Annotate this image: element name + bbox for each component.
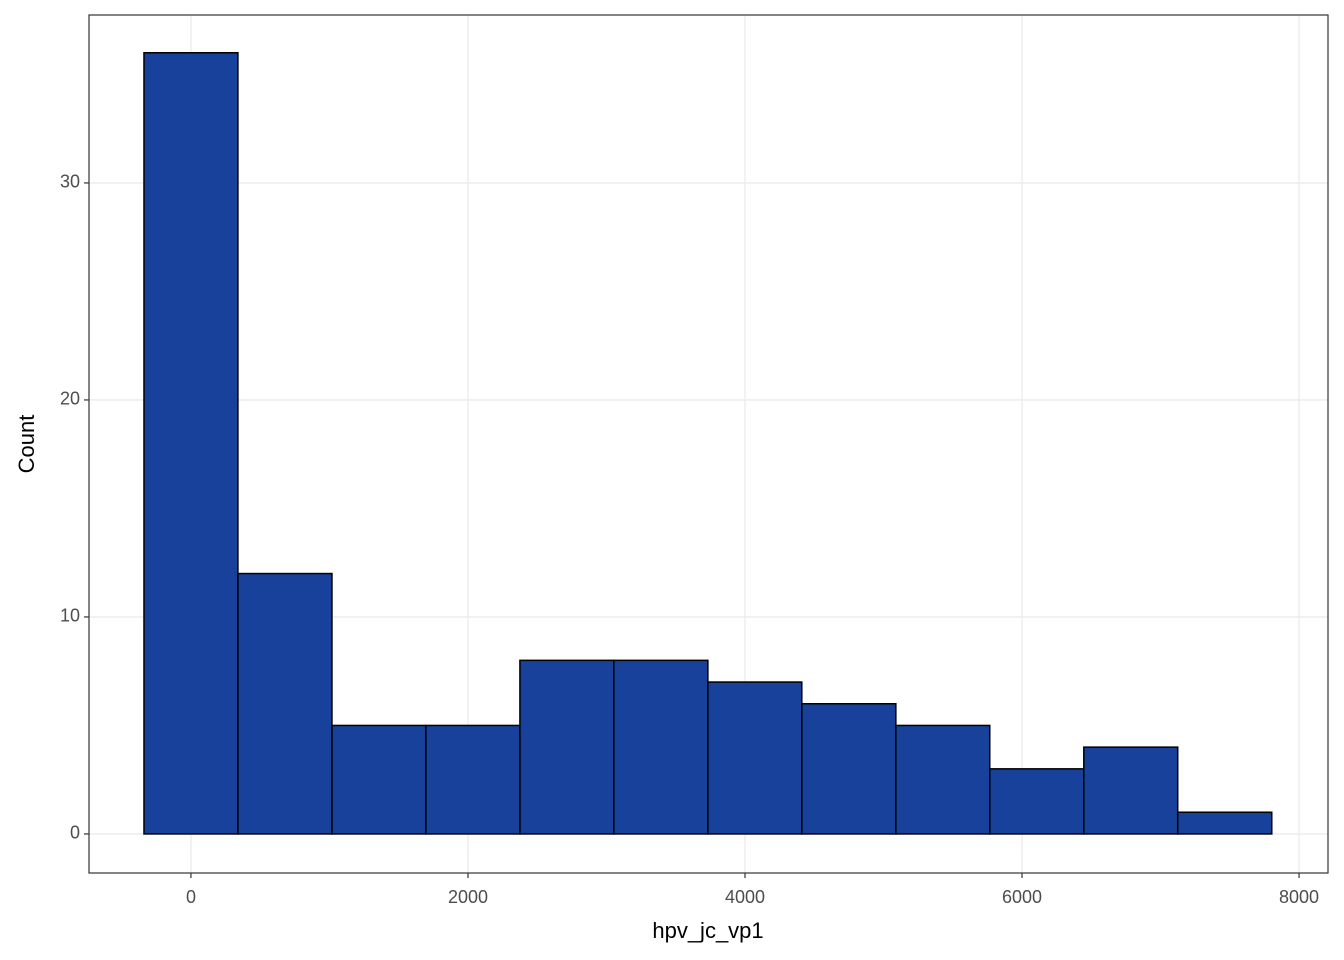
bar	[613, 659, 709, 835]
y-tick-label: 0	[70, 823, 80, 843]
bar	[331, 724, 427, 835]
x-tick-label: 6000	[1002, 887, 1042, 907]
bar	[707, 681, 803, 835]
bar	[801, 702, 897, 835]
y-axis-title: Count	[14, 415, 39, 474]
bar	[143, 52, 239, 835]
y-tick-label: 30	[60, 172, 80, 192]
bar	[425, 724, 521, 835]
x-axis-title: hpv_jc_vp1	[652, 918, 763, 943]
bar	[1176, 811, 1273, 835]
bar	[1083, 746, 1179, 835]
bars	[143, 52, 1273, 835]
y-tick-label: 20	[60, 389, 80, 409]
x-tick-label: 8000	[1279, 887, 1319, 907]
y-tick-label: 10	[60, 606, 80, 626]
bar	[989, 768, 1085, 835]
x-tick-label: 0	[186, 887, 196, 907]
axes: 0 10 20 30 0 2000 4000 6000 8000	[60, 172, 1319, 907]
bar	[895, 724, 991, 835]
x-tick-label: 2000	[448, 887, 488, 907]
bar	[519, 659, 615, 835]
panel-border	[88, 14, 1329, 874]
x-tick-label: 4000	[725, 887, 765, 907]
bar	[237, 572, 333, 835]
